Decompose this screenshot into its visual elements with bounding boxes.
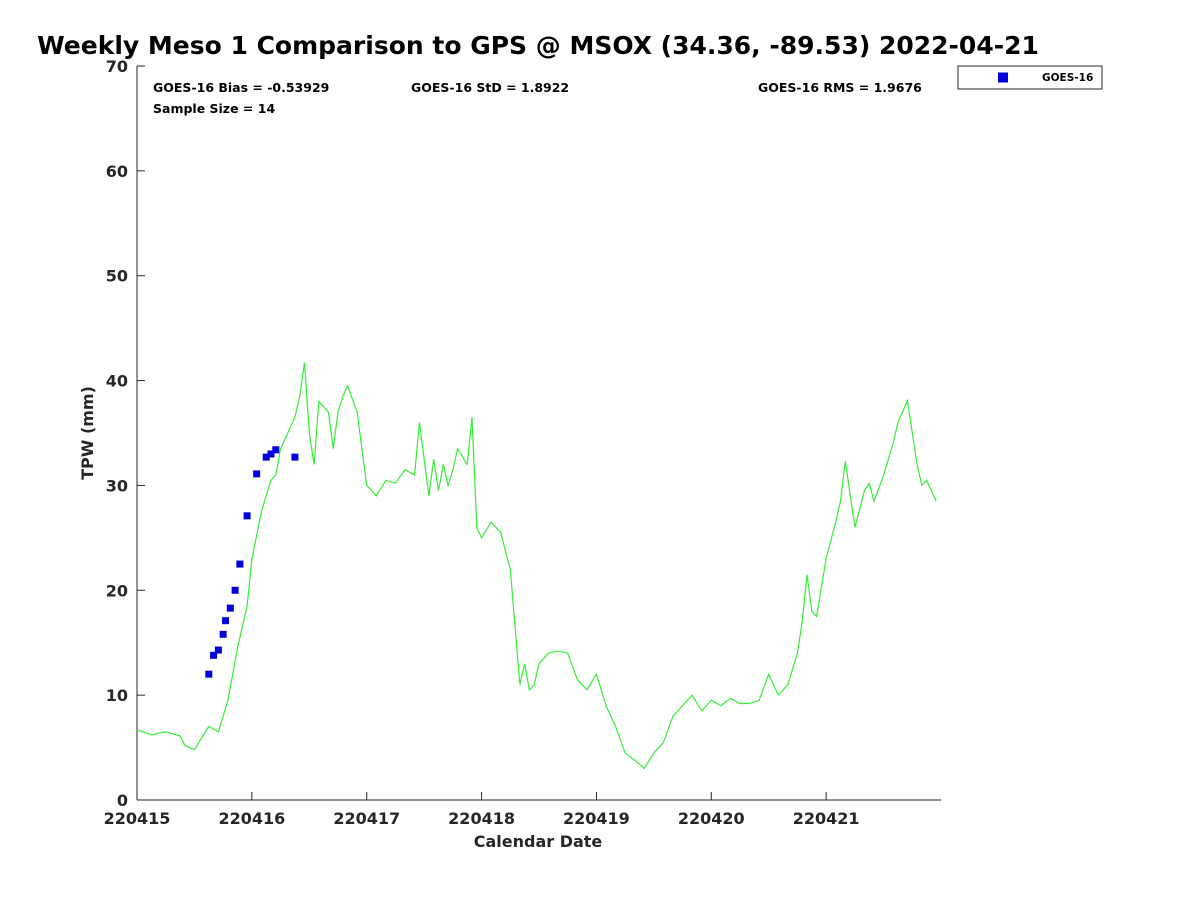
y-tick-label: 40 (106, 372, 128, 391)
y-tick-label: 20 (106, 581, 128, 600)
goes16-point (205, 670, 213, 678)
legend-box (957, 65, 1103, 90)
x-tick-label: 220415 (104, 809, 171, 828)
legend-marker-goes16 (998, 72, 1008, 83)
goes16-point (219, 630, 227, 638)
stat-bias: GOES-16 Bias = -0.53929 (153, 80, 329, 95)
stat-rms: GOES-16 RMS = 1.9676 (758, 80, 922, 95)
x-tick-label: 220421 (793, 809, 860, 828)
chart-title: Weekly Meso 1 Comparison to GPS @ MSOX (… (37, 31, 1039, 60)
goes16-point (243, 512, 251, 520)
x-tick-label: 220420 (678, 809, 745, 828)
y-tick-label: 30 (106, 476, 128, 495)
goes16-point (222, 617, 230, 625)
plot-area (136, 66, 941, 801)
y-tick-label: 50 (106, 267, 128, 286)
goes16-point (253, 470, 261, 478)
stat-std: GOES-16 StD = 1.8922 (411, 80, 569, 95)
x-tick-label: 220419 (563, 809, 630, 828)
y-axis-ticks: 0 10 20 30 40 50 60 70 (106, 57, 145, 810)
x-tick-label: 220417 (333, 809, 400, 828)
y-tick-label: 60 (106, 162, 128, 181)
legend: GOES-16 (957, 65, 1103, 90)
legend-label-goes16: GOES-16 (1042, 72, 1093, 84)
y-tick-label: 10 (106, 686, 128, 705)
y-tick-label: 70 (106, 57, 128, 76)
goes16-point (210, 651, 218, 659)
goes16-point (272, 446, 280, 454)
y-tick-label: 0 (117, 791, 128, 810)
goes16-point (226, 604, 234, 612)
goes16-point (214, 646, 222, 654)
x-tick-label: 220416 (218, 809, 285, 828)
stat-sample-size: Sample Size = 14 (153, 101, 275, 116)
goes16-point (262, 453, 270, 461)
y-axis-label: TPW (mm) (78, 386, 97, 480)
x-axis-label: Calendar Date (474, 832, 603, 851)
goes16-points (205, 446, 299, 678)
goes16-point (267, 450, 275, 458)
goes16-point (231, 586, 239, 594)
goes16-point (236, 560, 244, 568)
x-tick-label: 220418 (448, 809, 515, 828)
x-axis-ticks: 220415 220416 220417 220418 220419 220420 2204… (104, 792, 860, 828)
goes16-point (291, 453, 299, 461)
gps-tpw-line (136, 362, 937, 770)
